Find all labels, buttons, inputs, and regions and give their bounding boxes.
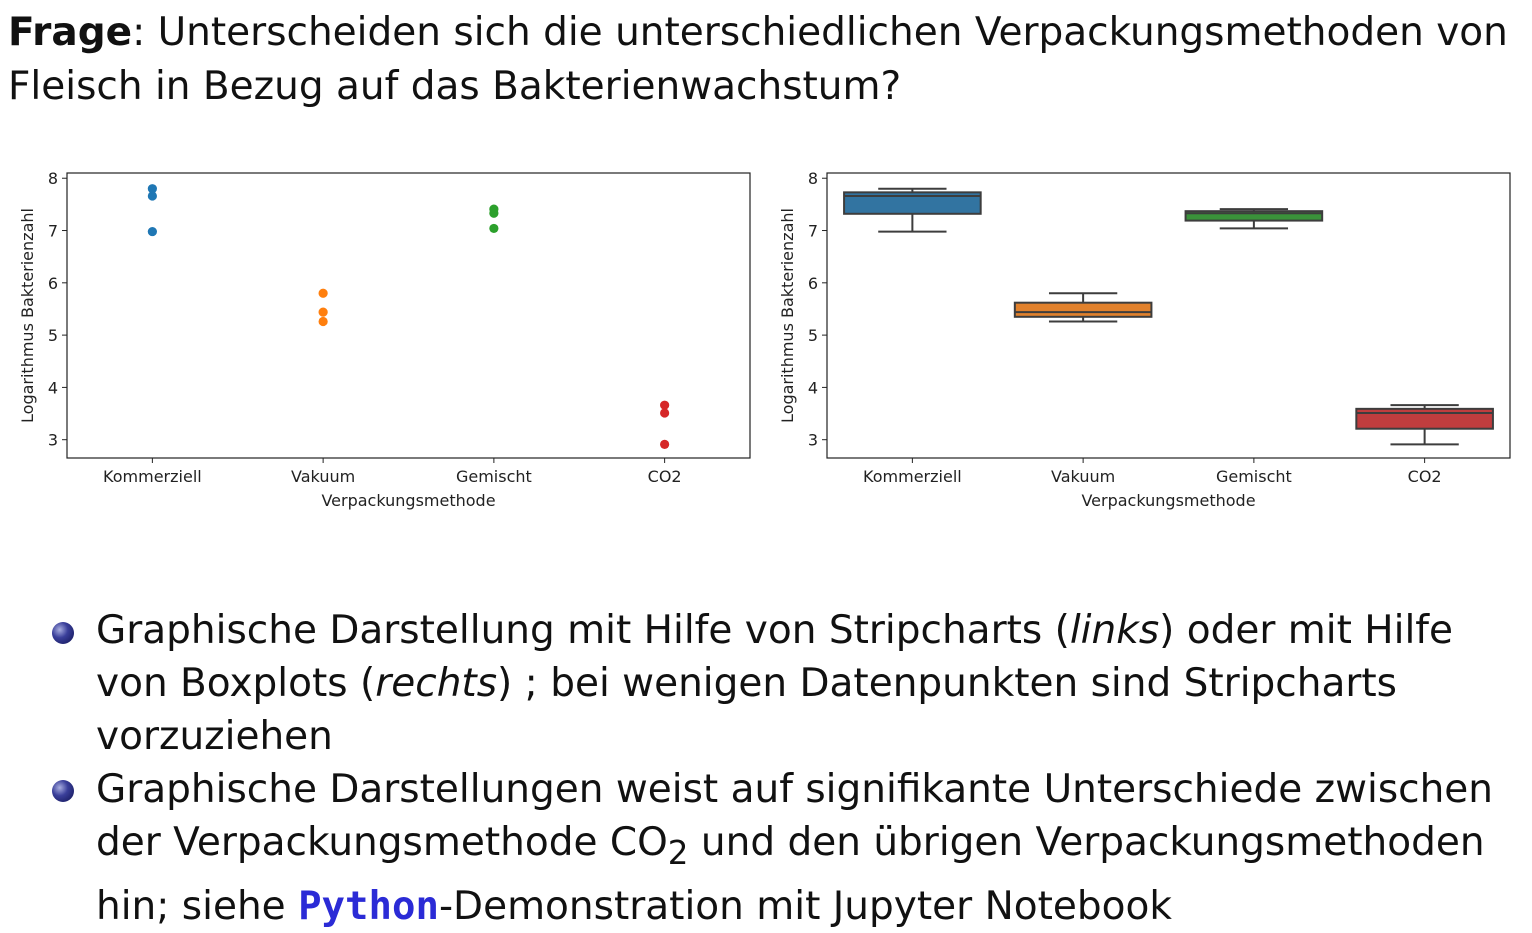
box-xtick-label: CO2 <box>1408 467 1442 486</box>
question-text: Frage: Unterscheiden sich die unterschie… <box>8 6 1508 114</box>
charts-area: 3 4 5 6 7 8 Kommerziell Vakuum Gemischt CO2 Verpac… <box>0 160 1532 520</box>
strip-xtick-label: CO2 <box>648 467 682 486</box>
strip-ytick-label: 4 <box>48 378 58 397</box>
box-ytick-label: 8 <box>808 169 818 188</box>
box-body-gemischt <box>1184 210 1324 222</box>
strip-xtick-label: Gemischt <box>456 467 532 486</box>
box-xtick-label: Gemischt <box>1216 467 1292 486</box>
strip-xlabel: Verpackungsmethode <box>321 491 495 510</box>
box-body-kommerziell <box>843 191 982 215</box>
bullet-2-text-c: -Demonstration mit Jupyter Notebook <box>438 883 1172 929</box>
strip-ytick-label: 3 <box>48 431 58 450</box>
box-axes-frame <box>826 172 1511 459</box>
bullet-1-em-rechts: rechts <box>375 661 498 706</box>
strip-point-co2 <box>660 439 670 450</box>
box-ylabel: Logarithmus Bakterienzahl <box>778 208 797 423</box>
bullet-1-text-a: Graphische Darstellung mit Hilfe von Str… <box>96 608 1070 653</box>
bullet-2-text-b: und den übrigen Verpackungsmethoden hin;… <box>96 820 1485 929</box>
box-body-vakuum <box>1013 301 1153 318</box>
question-body: : Unterscheiden sich die unterschiedlich… <box>8 10 1508 109</box>
strip-ytick-label: 5 <box>48 326 58 345</box>
bullet-2: Graphische Darstellungen weist auf signi… <box>96 763 1528 933</box>
strip-point-co2 <box>660 400 670 410</box>
strip-point-kommerziell <box>147 226 157 237</box>
strip-point-co2 <box>660 408 670 418</box>
strip-point-gemischt <box>489 208 499 218</box>
strip-xtick-label: Vakuum <box>291 467 355 486</box>
box-xtick-label: Kommerziell <box>863 467 962 486</box>
box-ytick-label: 6 <box>808 274 818 293</box>
bullet-2-text-a: Graphische Darstellungen weist auf signi… <box>96 767 1494 865</box>
strip-axes-frame <box>66 172 751 459</box>
question-label: Frage <box>8 10 133 55</box>
strip-point-kommerziell <box>147 191 157 201</box>
python-link[interactable]: Python <box>298 883 439 929</box>
box-xtick-label: Vakuum <box>1051 467 1115 486</box>
strip-ytick-label: 7 <box>48 222 58 241</box>
bullet-1-text-b: ) oder mit Hilfe von Boxplots ( <box>96 608 1454 706</box>
box-ytick-label: 4 <box>808 378 818 397</box>
bullet-2-subscript: 2 <box>667 833 689 872</box>
box-ytick-label: 7 <box>808 222 818 241</box>
strip-point-vakuum <box>318 288 328 298</box>
strip-point-gemischt <box>489 223 499 234</box>
strip-point-vakuum <box>318 316 328 327</box>
strip-point-kommerziell <box>147 184 157 194</box>
bullet-1-text-c: ) ; bei wenigen Datenpunkten sind Stripc… <box>96 661 1397 759</box>
charts-svg: 3 4 5 6 7 8 Kommerziell Vakuum Gemischt CO2 Verpac… <box>18 169 1511 510</box>
bullet-1: Graphische Darstellung mit Hilfe von Str… <box>96 604 1528 763</box>
box-ytick-label: 3 <box>808 431 818 450</box>
strip-ylabel: Logarithmus Bakterienzahl <box>18 208 37 423</box>
strip-point-vakuum <box>318 307 328 317</box>
box-body-co2 <box>1355 407 1494 430</box>
box-xlabel: Verpackungsmethode <box>1081 491 1255 510</box>
strip-ytick-label: 8 <box>48 169 58 188</box>
bullet-dot-2 <box>52 780 74 802</box>
strip-xtick-label: Kommerziell <box>103 467 202 486</box>
bullet-dot-1 <box>52 622 74 644</box>
strip-ytick-label: 6 <box>48 274 58 293</box>
box-ytick-label: 5 <box>808 326 818 345</box>
bullet-1-em-links: links <box>1069 608 1160 653</box>
